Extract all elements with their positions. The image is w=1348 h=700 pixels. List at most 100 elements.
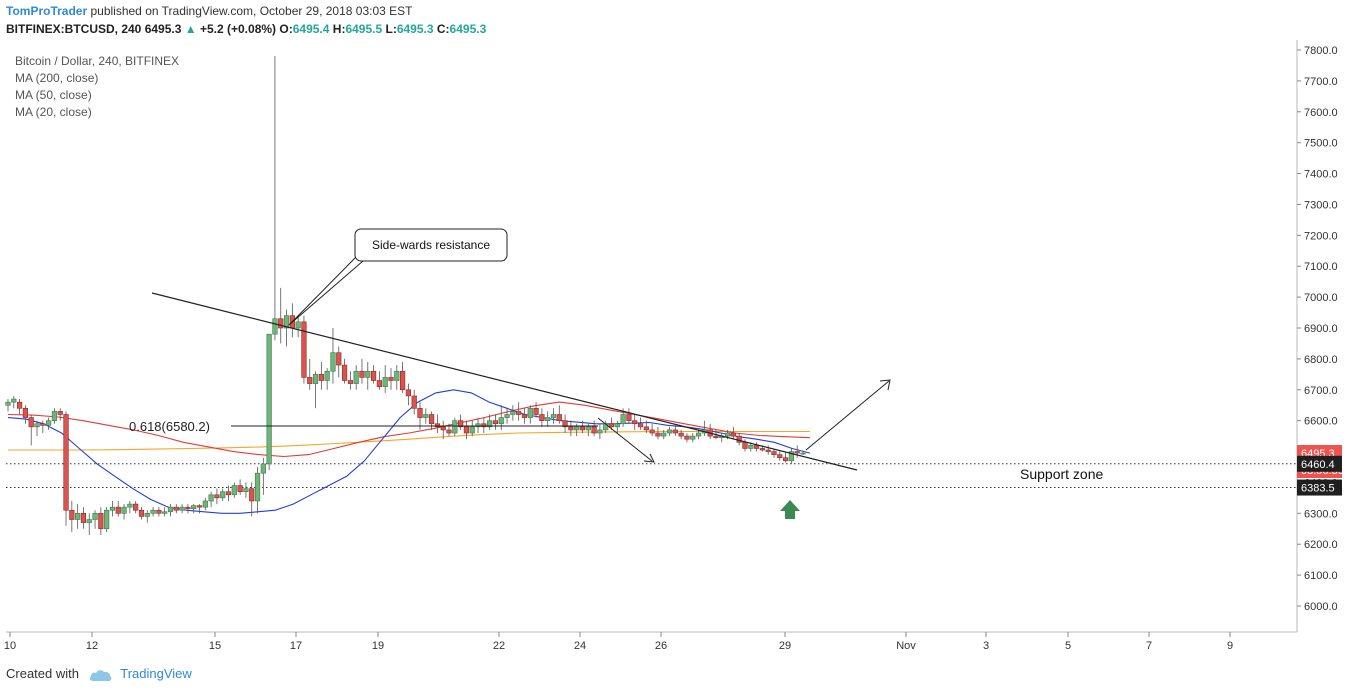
price-chart[interactable]: 7800.0 7700.0 7600.0 7500.0 7400.0 7300.0 7200… bbox=[0, 40, 1348, 700]
price-tick-label: 7100.0 bbox=[1304, 261, 1338, 273]
candle-down bbox=[481, 423, 487, 428]
high-label: H: bbox=[332, 22, 346, 36]
candle-down bbox=[22, 408, 29, 418]
price-tick-label: 6200.0 bbox=[1304, 539, 1338, 551]
open-value: 6495.4 bbox=[292, 22, 330, 36]
price-tick-label: 6800.0 bbox=[1304, 354, 1338, 366]
callout-box[interactable] bbox=[354, 228, 508, 262]
candle-up bbox=[475, 423, 481, 428]
candle-up bbox=[498, 417, 504, 425]
candle-up bbox=[487, 420, 493, 428]
candle-up bbox=[666, 429, 673, 434]
time-axis: 10 12 15 17 19 22 24 26 29 Nov 3 5 7 9 bbox=[4, 632, 1233, 652]
candle-down bbox=[782, 457, 789, 462]
candle-down bbox=[446, 429, 452, 434]
candle-down bbox=[562, 420, 568, 428]
open-label: O: bbox=[279, 22, 293, 36]
legend-ma200[interactable]: MA (200, close) bbox=[15, 71, 99, 85]
candle-down bbox=[399, 370, 406, 391]
candle-up bbox=[75, 513, 81, 520]
minor-down-arrowhead bbox=[643, 453, 655, 463]
candle-up bbox=[550, 414, 557, 418]
candle-down bbox=[115, 506, 121, 514]
legend-title: Bitcoin / Dollar, 240, BITFINEX bbox=[15, 54, 180, 68]
candle-up bbox=[5, 401, 11, 406]
candle-down bbox=[370, 370, 377, 381]
time-tick-label: 26 bbox=[655, 640, 667, 652]
tradingview-link[interactable]: TradingView bbox=[120, 666, 192, 681]
close-value: 6495.3 bbox=[449, 22, 487, 36]
candle-down bbox=[579, 426, 586, 431]
fib-label: 0.618(6580.2) bbox=[129, 419, 210, 434]
time-tick-label: 5 bbox=[1065, 640, 1071, 652]
candle-up bbox=[510, 411, 516, 415]
candle-down bbox=[214, 494, 220, 499]
low-value: 6495.3 bbox=[396, 22, 434, 36]
price-tag-label: 6383.5 bbox=[1301, 483, 1335, 495]
candle-up bbox=[86, 519, 92, 523]
price-change: +5.2 (+0.08%) bbox=[199, 22, 277, 36]
candle-up bbox=[295, 321, 301, 329]
author-link[interactable]: TomProTrader bbox=[6, 4, 88, 18]
candle-up bbox=[545, 417, 551, 421]
change-up-icon: ▲ bbox=[184, 22, 197, 36]
price-tick-label: 6700.0 bbox=[1304, 385, 1338, 397]
price-tick-label: 6300.0 bbox=[1304, 508, 1338, 520]
candle-up bbox=[254, 472, 261, 502]
minor-down-arrow bbox=[597, 417, 653, 462]
time-tick-label: 9 bbox=[1227, 640, 1233, 652]
candle-up bbox=[92, 513, 98, 520]
candle-down bbox=[156, 509, 162, 514]
candle-down bbox=[626, 414, 632, 421]
candle-up bbox=[208, 494, 214, 502]
time-tick-label: 7 bbox=[1146, 640, 1152, 652]
low-label: L: bbox=[385, 22, 397, 36]
candle-down bbox=[28, 417, 34, 428]
candle-up bbox=[11, 398, 17, 403]
legend-ma50[interactable]: MA (50, close) bbox=[15, 88, 92, 102]
ma20-line bbox=[7, 389, 811, 514]
candle-down bbox=[359, 370, 365, 378]
time-tick-label: Nov bbox=[896, 640, 916, 652]
candle-up bbox=[423, 414, 429, 418]
candle-down bbox=[133, 503, 139, 511]
price-axis: 7800.0 7700.0 7600.0 7500.0 7400.0 7300.0 7200… bbox=[1297, 45, 1338, 613]
candle-up bbox=[150, 509, 156, 514]
candle-down bbox=[777, 454, 783, 459]
candle-down bbox=[765, 449, 771, 452]
candle-down bbox=[17, 401, 23, 409]
candle-down bbox=[637, 423, 644, 428]
ma50-line bbox=[7, 401, 811, 458]
candle-up bbox=[191, 505, 197, 510]
candle-down bbox=[713, 435, 719, 438]
candle-up bbox=[46, 420, 52, 426]
candle-down bbox=[138, 509, 145, 517]
candle-up bbox=[620, 414, 626, 425]
candle-down bbox=[684, 435, 690, 440]
candle-up bbox=[788, 451, 794, 462]
publish-info: TomProTrader published on TradingView.co… bbox=[6, 4, 412, 18]
candle-down bbox=[672, 429, 678, 434]
price-tick-label: 7200.0 bbox=[1304, 230, 1338, 242]
moving-averages bbox=[7, 389, 811, 514]
candle-down bbox=[753, 445, 760, 449]
price-tick-label: 7600.0 bbox=[1304, 107, 1338, 119]
candle-down bbox=[521, 414, 528, 418]
candle-up bbox=[220, 491, 226, 499]
candle-up bbox=[202, 500, 208, 508]
time-tick-label: 15 bbox=[209, 640, 221, 652]
candle-up bbox=[121, 506, 127, 514]
candle-up bbox=[527, 408, 533, 418]
callout-text: Side-wards resistance bbox=[372, 238, 490, 252]
time-tick-label: 22 bbox=[493, 640, 505, 652]
candle-down bbox=[63, 414, 69, 511]
candle-down bbox=[336, 352, 342, 366]
legend-ma20[interactable]: MA (20, close) bbox=[15, 105, 92, 119]
drawings: Side-wards resistance 0.618(6580.2) Supp… bbox=[129, 228, 1103, 519]
candle-up bbox=[394, 370, 400, 381]
last-price: 6495.3 bbox=[144, 22, 182, 36]
candle-up bbox=[800, 452, 806, 455]
resistance-trendline[interactable] bbox=[151, 292, 858, 471]
candle-down bbox=[643, 426, 649, 431]
candle-up bbox=[109, 506, 116, 511]
